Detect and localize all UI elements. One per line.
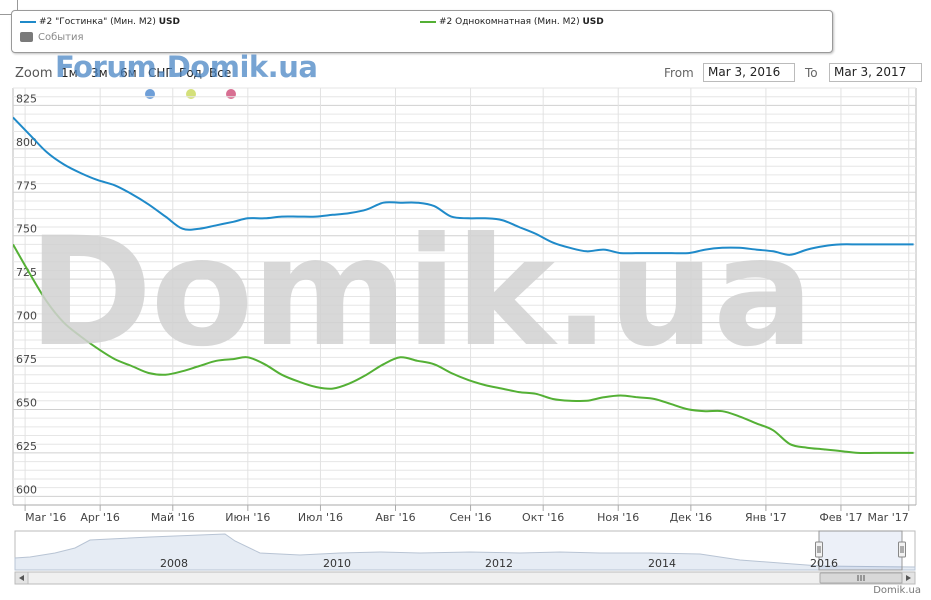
- navigator-series-area: [14, 533, 916, 571]
- series-line-odnokomnatnaya: [13, 243, 914, 455]
- from-date-input[interactable]: Mar 3, 2016: [703, 63, 795, 82]
- x-axis-ticks: Mar '16 Apr '16 Май '16 Июн '16 Июл '16 Авг '…: [13, 504, 916, 524]
- legend-unit: USD: [582, 17, 604, 27]
- x-tick-label: Май '16: [151, 511, 195, 524]
- zoom-button-1m[interactable]: 1м: [61, 66, 78, 80]
- navigator-scrollbar: [14, 571, 916, 585]
- x-tick-label: Сен '16: [449, 511, 491, 524]
- y-tick-label: 625: [16, 440, 37, 453]
- scroll-right-arrow-icon: [906, 575, 911, 581]
- credit-link[interactable]: Domik.ua: [873, 585, 921, 596]
- events-swatch: [20, 32, 33, 42]
- navigator-right-handle: [898, 541, 906, 558]
- zoom-label: Zoom: [15, 66, 53, 81]
- to-label: To: [805, 66, 818, 80]
- y-tick-label: 775: [16, 179, 37, 192]
- navigator-left-handle: [815, 541, 823, 558]
- zoom-button-3m[interactable]: 3м: [91, 66, 108, 80]
- x-tick-label: Янв '17: [745, 511, 787, 524]
- x-tick-label: Авг '16: [375, 511, 415, 524]
- event-marker-yellow[interactable]: [186, 89, 196, 99]
- scroll-left-arrow-icon: [19, 575, 24, 581]
- y-tick-label: 825: [16, 92, 37, 105]
- chart-x-grid: [24, 88, 910, 505]
- event-marker-pink[interactable]: [226, 89, 236, 99]
- domik-watermark: Domik.ua: [28, 206, 814, 380]
- y-tick-label: 750: [16, 223, 37, 236]
- x-tick-label: Фев '17: [819, 511, 862, 524]
- legend-item-odnokomnatnaya[interactable]: #2 Однокомнатная (Мин. М2) USD: [420, 17, 604, 27]
- x-tick-label: Mar '16: [25, 511, 66, 524]
- x-tick-label: Ноя '16: [597, 511, 639, 524]
- legend-swatch-blue: [20, 20, 36, 23]
- x-tick-label: Mar '17: [867, 511, 908, 524]
- series-lines: [13, 116, 914, 455]
- scrollbar-track: [14, 571, 916, 585]
- navigator: 2008 2010 2012 2014 2016: [14, 530, 916, 585]
- legend-unit: USD: [158, 17, 181, 27]
- navigator-year-label: 2014: [648, 557, 676, 570]
- x-tick-label: Июн '16: [225, 511, 270, 524]
- navigator-year-label: 2008: [160, 557, 188, 570]
- y-tick-label: 600: [16, 483, 37, 496]
- legend-label: #2 Однокомнатная (Мин. М2): [439, 17, 580, 27]
- x-tick-label: Окт '16: [522, 511, 564, 524]
- x-tick-label: Дек '16: [670, 511, 713, 524]
- legend: #2 "Гостинка" (Мин. М2) USD #2 Однокомна…: [11, 10, 833, 53]
- x-tick-label: Apr '16: [80, 511, 120, 524]
- zoom-button-1y[interactable]: Год: [179, 66, 202, 80]
- to-date-input[interactable]: Mar 3, 2017: [829, 63, 922, 82]
- navigator-year-label: 2016: [810, 557, 838, 570]
- event-marker-blue[interactable]: [145, 89, 155, 99]
- legend-label: События: [38, 32, 84, 43]
- x-tick-label: Июл '16: [298, 511, 343, 524]
- y-tick-label: 675: [16, 353, 37, 366]
- legend-label: #2 "Гостинка" (Мин. М2): [39, 17, 156, 27]
- zoom-button-all[interactable]: Все: [209, 66, 232, 80]
- navigator-year-label: 2012: [485, 557, 513, 570]
- y-tick-label: 700: [16, 310, 37, 323]
- navigator-year-label: 2010: [323, 557, 351, 570]
- legend-item-events[interactable]: События: [20, 32, 84, 43]
- legend-item-gostinka[interactable]: #2 "Гостинка" (Мин. М2) USD: [20, 17, 180, 27]
- forum-watermark: Forum.Domik.ua: [55, 50, 318, 84]
- zoom-button-ytd[interactable]: СНГ: [148, 66, 173, 80]
- series-line-gostinka: [13, 116, 914, 256]
- y-tick-label: 800: [16, 136, 37, 149]
- y-tick-label: 650: [16, 396, 37, 409]
- legend-swatch-green: [420, 20, 436, 23]
- zoom-button-6m[interactable]: 6м: [120, 66, 137, 80]
- from-label: From: [664, 66, 694, 80]
